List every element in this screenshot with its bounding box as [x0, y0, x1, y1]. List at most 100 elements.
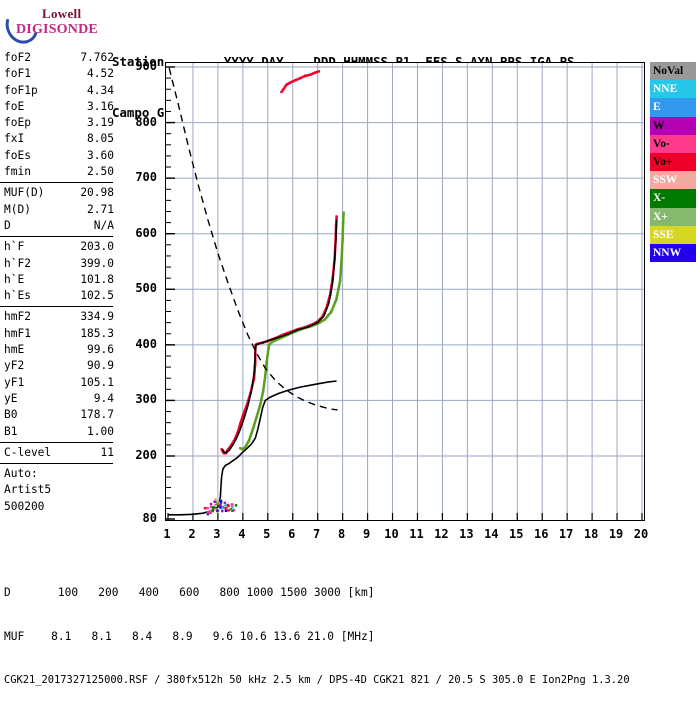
param-value: 3.60: [87, 148, 114, 162]
legend-item-NNW[interactable]: NNW: [650, 243, 696, 263]
legend-item-E[interactable]: E: [650, 98, 696, 117]
legend-item-NNE[interactable]: NNE: [650, 80, 696, 99]
param-row-hE: h`E 101.8: [0, 272, 122, 288]
divider-4: [0, 441, 113, 443]
param-key: foF1: [4, 67, 31, 81]
param-value: N/A: [93, 218, 114, 232]
param-row-fmin: fmin 2.50: [0, 164, 122, 180]
legend-item-SSW[interactable]: SSW: [650, 171, 696, 190]
y-axis-tick-200: 200: [135, 448, 157, 462]
distance-row: D 100 200 400 600 800 1000 1500 3000 [km…: [4, 586, 375, 599]
y-axis-tick-900: 900: [135, 59, 157, 73]
param-row-foF1: foF1 4.52: [0, 66, 122, 82]
legend-item-Vo[interactable]: Vo-: [650, 134, 696, 153]
legend-item-X[interactable]: X+: [650, 207, 696, 226]
x-axis-tick-5: 5: [263, 527, 271, 541]
logo-lowell-text: Lowell: [42, 6, 82, 21]
autoscale-note-0: Auto:: [4, 467, 38, 481]
param-key: foF1p: [4, 83, 38, 97]
param-value: 8.05: [87, 132, 114, 146]
param-key: MUF(D): [4, 186, 45, 200]
param-key: foF2: [4, 51, 31, 64]
param-value: 4.34: [87, 83, 114, 97]
param-value: 90.9: [87, 359, 114, 373]
legend-item-NoVal[interactable]: NoVal: [650, 62, 696, 81]
param-key: B1: [4, 424, 18, 438]
param-row-hmF2: hmF2 334.9: [0, 309, 122, 325]
param-key: yF1: [4, 375, 25, 389]
param-row-foF1p: foF1p 4.34: [0, 83, 122, 99]
param-value: 99.6: [87, 343, 114, 357]
param-value: 101.8: [80, 272, 114, 286]
y-axis-tick-300: 300: [135, 392, 157, 407]
y-axis-tick-400: 400: [135, 336, 157, 351]
muf-distance-table: D 100 200 400 600 800 1000 1500 3000 [km…: [4, 557, 630, 702]
param-value: 1.00: [87, 424, 114, 438]
x-axis-tick-14: 14: [484, 527, 499, 541]
param-key: foEs: [4, 148, 31, 162]
param-row-foEs: foEs 3.60: [0, 148, 122, 164]
param-key: hmE: [4, 343, 25, 357]
param-row-hmE: hmE 99.6: [0, 342, 122, 358]
param-key: foE: [4, 99, 25, 113]
x-axis-tick-20: 20: [633, 527, 649, 541]
param-key: M(D): [4, 202, 31, 216]
x-axis-tick-19: 19: [608, 527, 624, 541]
param-key: h`F2: [4, 256, 31, 270]
param-key: hmF1: [4, 326, 31, 340]
param-row-Clevel: C-level 11: [0, 445, 122, 461]
param-value: 203.0: [80, 240, 114, 254]
x-axis-tick-3: 3: [213, 527, 221, 541]
param-value: 399.0: [80, 256, 114, 270]
divider-5: [0, 463, 113, 465]
param-row-hF: h`F 203.0: [0, 239, 122, 255]
legend-item-X[interactable]: X-: [650, 189, 696, 208]
param-value: 4.52: [87, 67, 114, 81]
param-row-foEp: foEp 3.19: [0, 115, 122, 131]
param-row-MD: M(D) 2.71: [0, 202, 122, 218]
y-axis-tick-80: 80: [142, 511, 157, 525]
x-axis-tick-12: 12: [434, 527, 449, 541]
param-value: 105.1: [80, 375, 114, 389]
legend-item-Vo[interactable]: Vo+: [650, 152, 696, 172]
divider-1: [0, 182, 113, 184]
divider-2: [0, 236, 113, 238]
param-value: 20.98: [80, 186, 114, 200]
param-key: h`Es: [4, 289, 31, 303]
param-row-hmF1: hmF1 185.3: [0, 326, 122, 342]
legend-item-W[interactable]: W: [650, 116, 696, 135]
param-value: 9.4: [93, 391, 114, 405]
param-value: 11: [100, 445, 114, 459]
lowell-digisonde-logo: Lowell DIGISONDE: [0, 2, 109, 50]
param-row-B0: B0 178.7: [0, 407, 122, 423]
param-key: h`E: [4, 272, 25, 286]
x-axis-tick-18: 18: [583, 527, 599, 541]
x-axis-tick-9: 9: [362, 527, 371, 541]
legend-item-SSE[interactable]: SSE: [650, 225, 696, 244]
autoscale-note-1: Artist5: [4, 483, 52, 497]
param-key: foEp: [4, 116, 31, 130]
param-value: 2.50: [87, 165, 114, 179]
param-row-MUFD: MUF(D) 20.98: [0, 185, 122, 201]
muf-row: MUF 8.1 8.1 8.4 8.9 9.6 10.6 13.6 21.0 […: [4, 629, 375, 643]
x-axis-tick-11: 11: [409, 527, 424, 541]
x-axis-tick-7: 7: [313, 527, 321, 541]
param-value: 102.5: [80, 289, 114, 303]
param-row-B1: B1 1.00: [0, 424, 122, 440]
y-axis-tick-500: 500: [135, 281, 157, 296]
param-value: 7.762: [80, 51, 114, 64]
param-key: yF2: [4, 359, 25, 373]
y-axis-tick-600: 600: [135, 225, 157, 240]
divider-3: [0, 306, 113, 308]
ionogram-plot[interactable]: [165, 62, 645, 521]
param-row-yE: yE 9.4: [0, 391, 122, 407]
x-axis-tick-2: 2: [188, 527, 196, 541]
param-key: D: [4, 218, 11, 232]
param-row-hF2: h`F2 399.0: [0, 256, 122, 272]
ionogram-canvas: [166, 63, 644, 520]
param-value: 3.16: [87, 99, 114, 113]
param-row-foF2: foF2 7.762: [0, 50, 122, 66]
param-row-D: D N/A: [0, 218, 122, 234]
param-row-fxI: fxI 8.05: [0, 131, 122, 147]
param-key: B0: [4, 408, 18, 422]
